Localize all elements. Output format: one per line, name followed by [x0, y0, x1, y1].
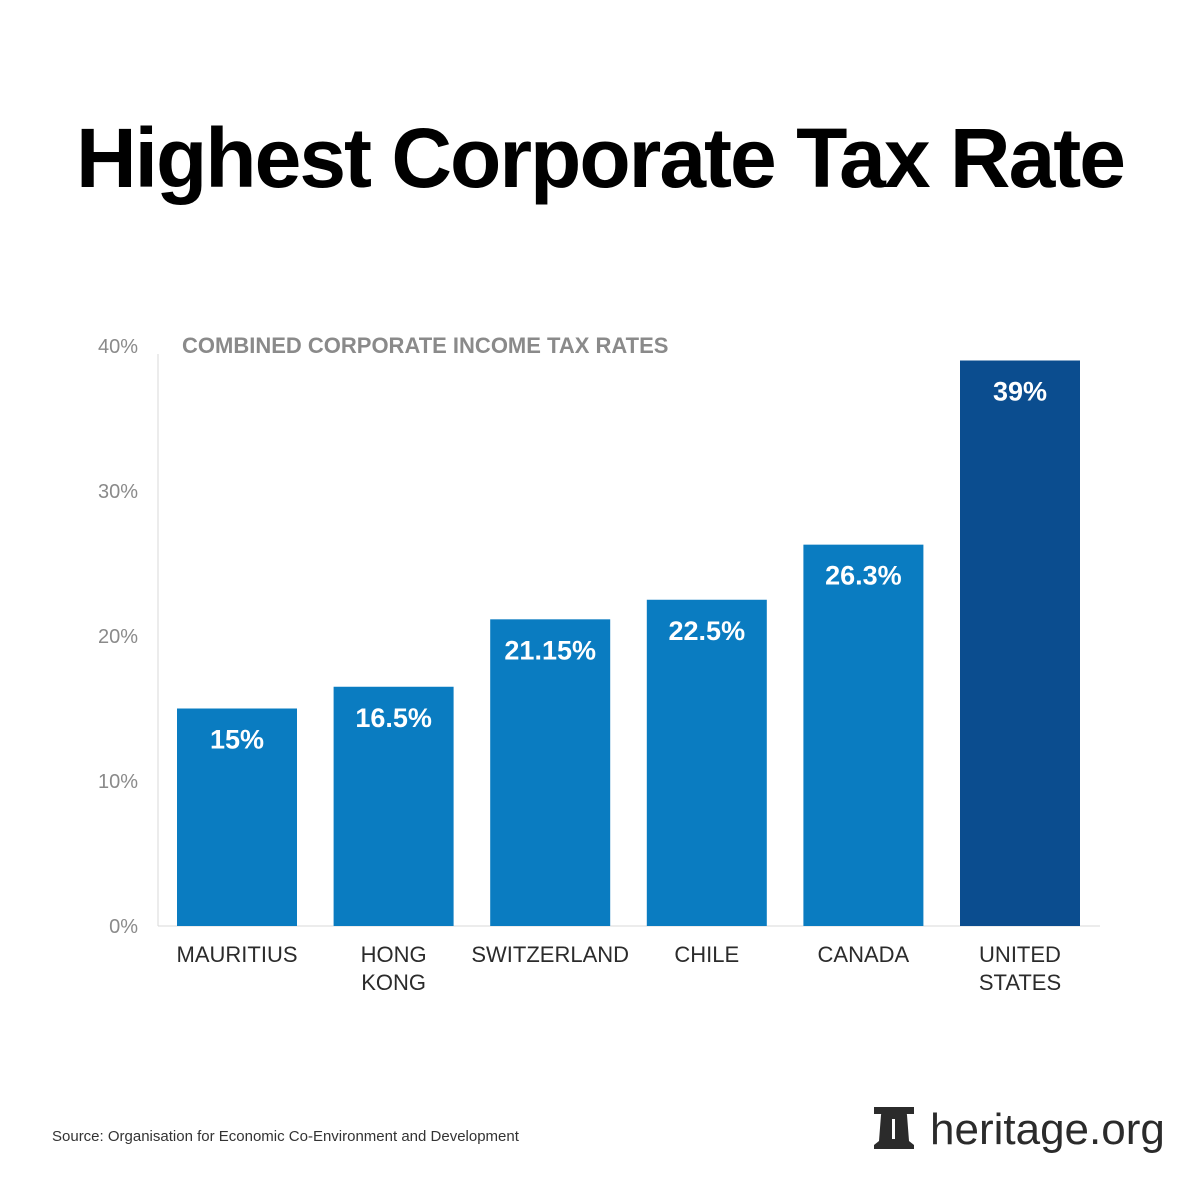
- bar-value-label: 39%: [993, 377, 1047, 407]
- x-category-label: CHILE: [674, 942, 739, 967]
- bar: [646, 599, 767, 926]
- bar: [177, 708, 297, 926]
- x-category-label-line: STATES: [979, 970, 1061, 995]
- bar: [803, 544, 924, 926]
- y-tick-label: 40%: [98, 336, 138, 358]
- x-category-label: MAURITIUS: [177, 942, 298, 967]
- chart-subtitle: COMBINED CORPORATE INCOME TAX RATES: [182, 333, 668, 358]
- brand-logo: heritage.org: [872, 1100, 1165, 1160]
- liberty-bell-icon: [874, 1107, 914, 1149]
- y-tick-label: 20%: [98, 626, 138, 648]
- bar: [333, 686, 454, 926]
- y-tick-label: 30%: [98, 481, 138, 503]
- bar-value-label: 22.5%: [669, 616, 746, 646]
- bar-value-label: 15%: [210, 725, 264, 755]
- x-category-label: HONG KONG: [361, 942, 427, 995]
- x-category-label: CANADA: [818, 942, 910, 967]
- x-category-label-line: UNITED: [979, 942, 1061, 967]
- x-category-label-line: SWITZERLAND: [471, 942, 629, 967]
- y-tick-label: 0%: [109, 916, 138, 938]
- source-note: Source: Organisation for Economic Co-Env…: [52, 1128, 519, 1145]
- x-category-label-line: MAURITIUS: [177, 942, 298, 967]
- page-title: Highest Corporate Tax Rate: [76, 111, 1126, 205]
- x-category-label-line: CHILE: [674, 942, 739, 967]
- bar-value-label: 16.5%: [355, 703, 432, 733]
- bar-value-label: 26.3%: [825, 561, 902, 591]
- x-category-label-line: CANADA: [818, 942, 910, 967]
- bar-chart: 0% 10% 20% 30% 40% COMBINED CORPORATE INCOME …: [98, 333, 1100, 995]
- y-tick-label: 10%: [98, 771, 138, 793]
- x-category-label-line: KONG: [361, 970, 426, 995]
- x-category-label: SWITZERLAND: [471, 942, 629, 967]
- x-category-label-line: HONG: [361, 942, 427, 967]
- bar: [960, 360, 1080, 926]
- bar-value-label: 21.15%: [504, 635, 596, 665]
- brand-text: heritage.org: [930, 1105, 1165, 1154]
- x-category-label: UNITED STATES: [979, 942, 1061, 995]
- bar: [490, 619, 611, 926]
